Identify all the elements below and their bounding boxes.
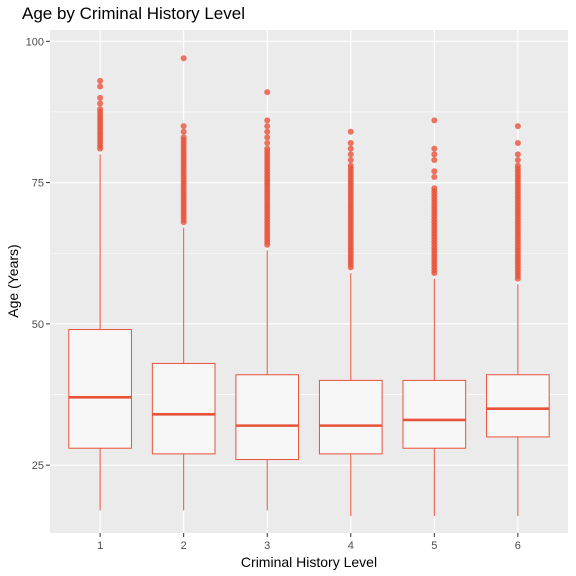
box-group-3 [235, 89, 300, 511]
x-tick-label: 5 [431, 540, 437, 552]
outlier-point [264, 128, 271, 135]
outlier-point [431, 173, 438, 180]
box-iqr [486, 374, 550, 438]
y-axis-title: Age (Years) [5, 244, 21, 317]
box-group-2 [151, 55, 216, 511]
outlier-point [514, 156, 521, 163]
box-iqr [68, 329, 132, 449]
box-group-5 [402, 117, 467, 517]
box-iqr [402, 379, 467, 449]
outlier-point [264, 145, 271, 152]
outlier-point [347, 140, 354, 147]
x-tick-label: 1 [97, 540, 103, 552]
x-tick-label: 4 [348, 540, 354, 552]
y-tick-label: 75 [32, 178, 44, 190]
outlier-point [264, 134, 271, 141]
outlier-point [264, 123, 271, 130]
y-tick-label: 100 [26, 36, 44, 48]
box-iqr [318, 379, 383, 455]
y-tick-label: 25 [32, 460, 44, 472]
outlier-point [180, 55, 187, 62]
outlier-point [347, 156, 354, 163]
outlier-point [347, 128, 354, 135]
x-tick-label: 3 [264, 540, 270, 552]
outlier-point [97, 77, 104, 84]
chart-title: Age by Criminal History Level [22, 4, 245, 23]
outlier-point [264, 89, 271, 96]
outlier-point [347, 162, 354, 169]
outlier-point [431, 145, 438, 152]
x-axis-title: Criminal History Level [241, 554, 377, 570]
outlier-point [97, 94, 104, 101]
outlier-point [514, 140, 521, 147]
outlier-point [180, 134, 187, 141]
outlier-point [264, 117, 271, 124]
box-group-4 [318, 128, 383, 517]
box-group-1 [68, 77, 132, 511]
box-series [68, 55, 550, 517]
plot-panel [50, 30, 568, 533]
outlier-point [514, 123, 521, 130]
outlier-point [347, 151, 354, 158]
axes: 25 50 75 100 1 2 3 4 5 6 [26, 36, 521, 552]
outlier-point [431, 117, 438, 124]
box-group-6 [486, 123, 550, 517]
outlier-point [97, 100, 104, 107]
outlier-point [264, 140, 271, 147]
outlier-point [180, 128, 187, 135]
outlier-point [431, 156, 438, 163]
box-iqr [235, 374, 300, 461]
outlier-point [431, 185, 438, 192]
x-tick-label: 2 [181, 540, 187, 552]
outlier-point [431, 151, 438, 158]
outlier-point [347, 145, 354, 152]
box-iqr [151, 362, 216, 455]
outlier-point [431, 168, 438, 175]
x-tick-label: 6 [515, 540, 521, 552]
outlier-point [514, 151, 521, 158]
outlier-point [514, 162, 521, 169]
outlier-point [180, 123, 187, 130]
outlier-point [97, 83, 104, 90]
outlier-point [97, 106, 104, 113]
y-tick-label: 50 [32, 319, 44, 331]
